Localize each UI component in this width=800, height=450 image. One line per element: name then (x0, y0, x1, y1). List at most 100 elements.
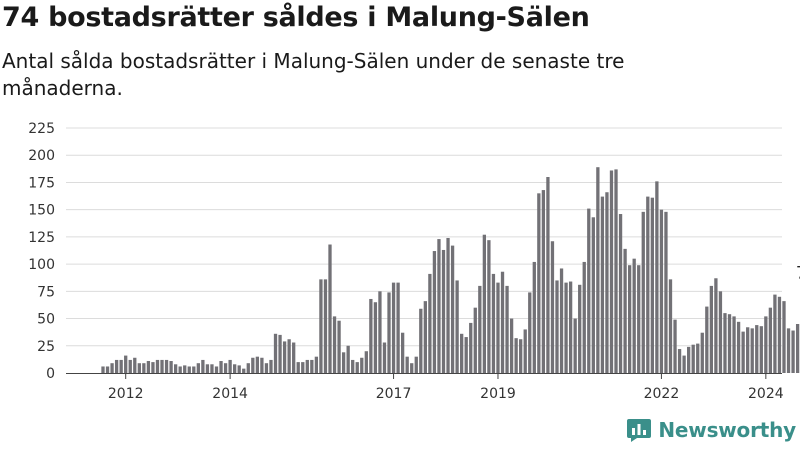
bar (119, 359, 123, 373)
bar (537, 193, 541, 373)
bar (709, 285, 714, 373)
y-tick-label: 200 (28, 148, 55, 164)
annotations: 74 (796, 263, 800, 283)
bar (110, 363, 114, 373)
bar (387, 292, 391, 373)
bar (373, 302, 378, 373)
bar (637, 265, 641, 373)
y-tick-label: 50 (37, 312, 55, 328)
bar (369, 298, 373, 373)
chart-title: 74 bostadsrätter såldes i Malung-Sälen (2, 2, 590, 33)
bar (382, 342, 387, 373)
bar (773, 294, 777, 373)
bar (219, 361, 223, 373)
bar (714, 278, 718, 373)
bar (101, 366, 105, 373)
bar (514, 338, 518, 373)
bar (391, 282, 396, 373)
bar (251, 357, 255, 373)
bar (378, 291, 382, 373)
bar (777, 296, 782, 373)
y-tick-label: 175 (28, 175, 55, 191)
bar (237, 365, 241, 373)
bar (691, 344, 695, 373)
chart-subtitle: Antal sålda bostadsrätter i Malung-Sälen… (2, 49, 625, 100)
bar (192, 366, 196, 373)
bar (559, 268, 564, 373)
bar (795, 324, 800, 373)
bar (260, 357, 264, 373)
bar (705, 306, 709, 373)
y-tick-label: 125 (28, 230, 55, 246)
bar (550, 241, 555, 373)
bar (332, 316, 337, 373)
bar (523, 329, 527, 373)
bar (128, 359, 132, 373)
bar (696, 343, 700, 373)
bar (305, 359, 309, 373)
bar (328, 244, 332, 373)
bar (360, 357, 364, 373)
bar (164, 359, 169, 373)
bar (768, 307, 773, 373)
bar (750, 328, 754, 373)
bar (351, 359, 355, 373)
bar (441, 249, 446, 373)
bar (292, 342, 296, 373)
bar (446, 237, 450, 373)
bar (346, 345, 350, 373)
bar (196, 363, 200, 373)
bar (183, 365, 187, 373)
bar (205, 364, 210, 373)
bar (659, 209, 664, 373)
bar (646, 196, 650, 373)
y-tick-label: 225 (28, 121, 55, 137)
bar (655, 181, 659, 373)
bar (519, 339, 523, 373)
bar (160, 359, 164, 373)
bar (142, 363, 146, 373)
y-tick-label: 25 (37, 339, 55, 355)
bar (568, 281, 573, 373)
bar (496, 282, 500, 373)
bar (210, 364, 214, 373)
bar (396, 282, 400, 373)
bars (101, 167, 800, 373)
bar (455, 280, 459, 373)
bar (623, 248, 627, 373)
bar (741, 331, 745, 373)
y-tick-label: 75 (37, 284, 55, 300)
bar (759, 326, 763, 373)
bar (155, 359, 160, 373)
bar (364, 351, 368, 373)
latest-value-label: 74 (796, 263, 800, 283)
bar (282, 341, 287, 373)
x-tick-label: 2022 (644, 386, 680, 402)
bar (677, 349, 682, 373)
bar (223, 363, 228, 373)
bar (664, 211, 668, 373)
bar (201, 359, 205, 373)
y-tick-label: 150 (28, 203, 55, 219)
bar (173, 364, 178, 373)
bar (355, 362, 359, 373)
bar (428, 273, 432, 373)
bar (573, 318, 577, 373)
bar (464, 337, 468, 373)
bar (650, 197, 654, 373)
bar (723, 313, 727, 373)
bar (541, 190, 546, 373)
bar (700, 332, 704, 373)
bar (414, 356, 418, 373)
bar (137, 363, 141, 373)
bar (246, 363, 250, 373)
bar (755, 325, 759, 373)
bar (500, 271, 505, 373)
bar (124, 355, 128, 373)
bar (791, 330, 795, 373)
bar (469, 322, 473, 373)
bar (578, 284, 582, 373)
bar (323, 279, 328, 373)
bar (487, 240, 491, 373)
bar (673, 319, 677, 373)
